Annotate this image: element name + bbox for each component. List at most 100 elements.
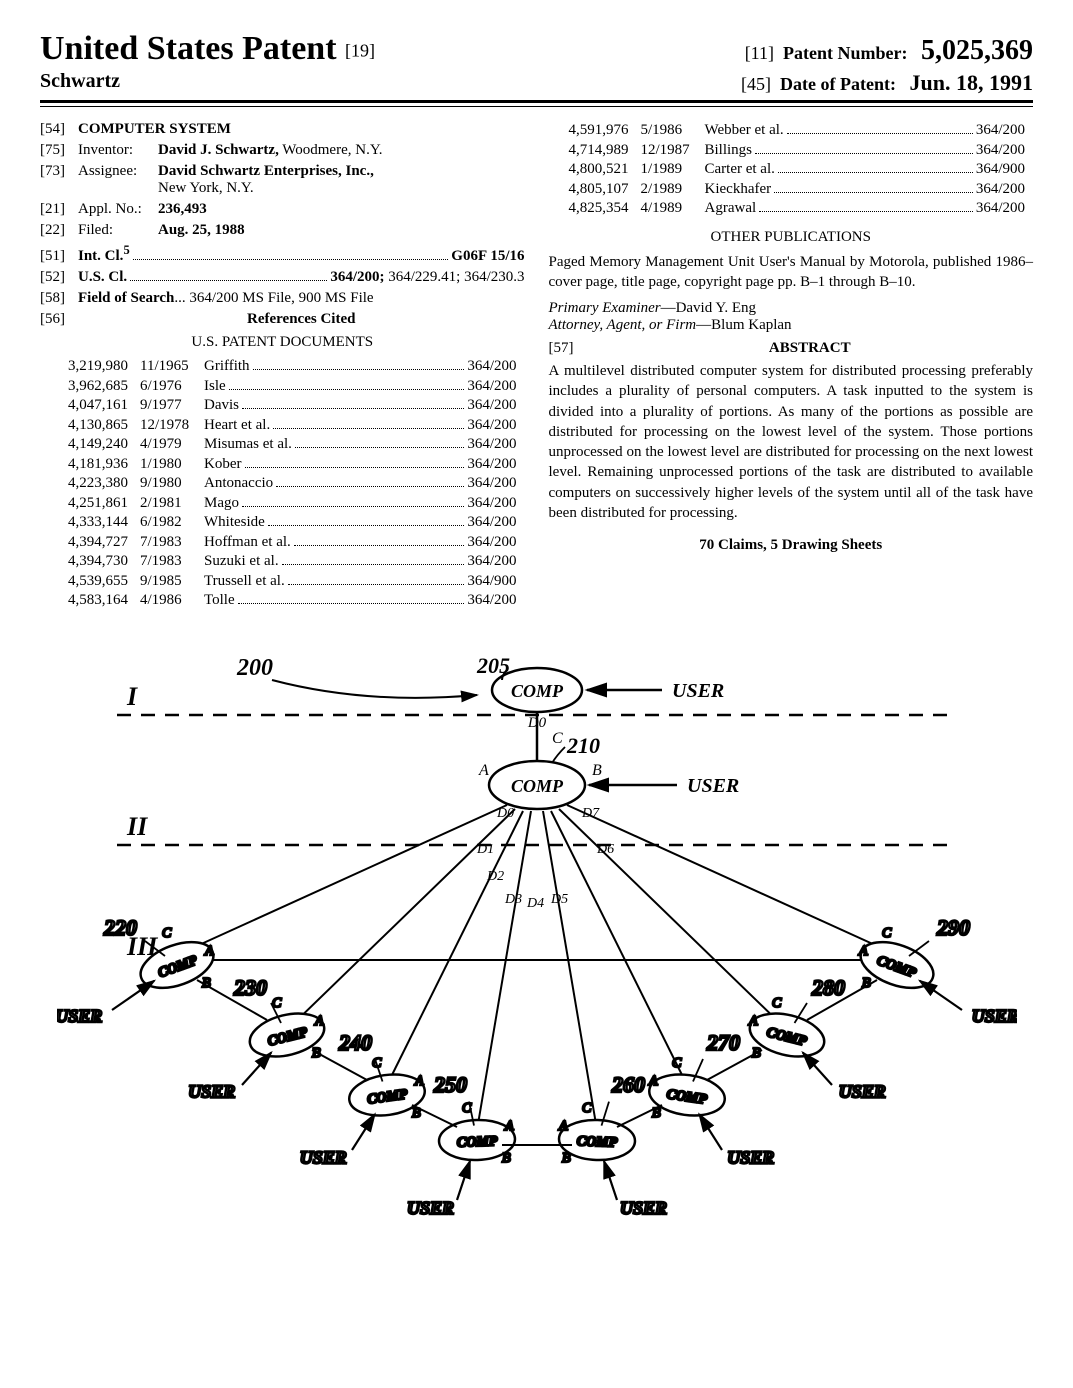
ref-name: Griffith	[204, 357, 250, 377]
filed-date: Aug. 25, 1988	[158, 222, 245, 239]
ref-num: 3,962,685	[68, 377, 140, 397]
left-column: [54] COMPUTER SYSTEM [75] Inventor: Davi…	[40, 121, 525, 611]
filed-row: [22] Filed: Aug. 25, 1988	[40, 222, 525, 239]
patent-header-right: [11] Patent Number: 5,025,369	[745, 35, 1033, 67]
svg-text:A: A	[504, 1119, 514, 1134]
refs-label: References Cited	[78, 311, 525, 328]
ref-date: 5/1986	[641, 121, 705, 141]
ref-num: 4,333,144	[68, 513, 140, 533]
ref-date: 7/1983	[140, 533, 204, 553]
inventor-label: Inventor:	[78, 142, 158, 159]
ref-class: 364/200	[467, 474, 516, 494]
ref-class: 364/200	[976, 180, 1025, 200]
ref-name: Kieckhafer	[705, 180, 772, 200]
svg-text:C: C	[162, 926, 172, 941]
assignee-val: David Schwartz Enterprises, Inc., New Yo…	[158, 163, 525, 197]
ref-num: 4,130,865	[68, 416, 140, 436]
refs-code: [56]	[40, 311, 78, 328]
abstract-text: A multilevel distributed computer system…	[549, 361, 1034, 523]
ref-row: 4,394,7277/1983Hoffman et al.364/200	[68, 533, 517, 553]
ref-date: 4/1986	[140, 591, 204, 611]
ref-name: Antonaccio	[204, 474, 273, 494]
figure-svg: I II III 200 COMP 205 USER D0 C 210 COMP…	[57, 635, 1017, 1255]
filed-label: Filed:	[78, 222, 158, 239]
svg-text:C: C	[772, 996, 782, 1011]
ref-class: 364/200	[467, 377, 516, 397]
fos-label: Field of Search	[78, 290, 174, 307]
uscl-row: [52] U.S. Cl. 364/200; 364/229.41; 364/2…	[40, 269, 525, 286]
inventor-val: David J. Schwartz, Woodmere, N.Y.	[158, 142, 525, 159]
dots	[253, 369, 465, 370]
ref-210: 210	[566, 733, 600, 758]
abstract-code: [57]	[549, 340, 587, 357]
ref-name: Webber et al.	[705, 121, 784, 141]
svg-text:COMP: COMP	[576, 1134, 617, 1150]
dots	[130, 280, 327, 281]
ref-class: 364/900	[467, 572, 516, 592]
ref-name: Suzuki et al.	[204, 552, 279, 572]
ref-200: 200	[236, 655, 273, 681]
ref-date: 1/1989	[641, 160, 705, 180]
header-left-code: [19]	[345, 41, 375, 61]
examiner: —David Y. Eng	[661, 300, 756, 316]
dots	[268, 525, 465, 526]
uscl-code: [52]	[40, 269, 78, 286]
claims-line: 70 Claims, 5 Drawing Sheets	[549, 537, 1034, 554]
ref-class: 364/900	[976, 160, 1025, 180]
ref-name: Billings	[705, 141, 753, 161]
ref-num: 4,800,521	[569, 160, 641, 180]
ref-row: 4,583,1644/1986Tolle364/200	[68, 591, 517, 611]
level-2-label: II	[126, 812, 148, 841]
inventor-row: [75] Inventor: David J. Schwartz, Woodme…	[40, 142, 525, 159]
svg-text:B: B	[562, 1151, 571, 1166]
inventor-code: [75]	[40, 142, 78, 159]
svg-text:B: B	[502, 1151, 511, 1166]
ref-class: 364/200	[467, 494, 516, 514]
attorney-label: Attorney, Agent, or Firm	[549, 317, 697, 333]
patent-figure: I II III 200 COMP 205 USER D0 C 210 COMP…	[40, 635, 1033, 1260]
ref-num: 4,591,976	[569, 121, 641, 141]
svg-text:230: 230	[233, 975, 267, 1000]
svg-text:A: A	[314, 1014, 324, 1029]
level-1-label: I	[126, 682, 138, 711]
ref-row: 4,047,1619/1977Davis364/200	[68, 396, 517, 416]
svg-text:COMP: COMP	[510, 776, 563, 796]
intcl-val: G06F 15/16	[451, 248, 524, 265]
ref-num: 4,825,354	[569, 199, 641, 219]
dots	[276, 486, 464, 487]
ref-row: 4,181,9361/1980Kober364/200	[68, 455, 517, 475]
ref-num: 4,805,107	[569, 180, 641, 200]
ref-num: 4,714,989	[569, 141, 641, 161]
dots	[229, 389, 465, 390]
us-docs-label: U.S. PATENT DOCUMENTS	[40, 334, 525, 351]
svg-text:A: A	[204, 944, 214, 959]
svg-text:D5: D5	[550, 892, 568, 907]
refs-table-right: 4,591,9765/1986Webber et al.364/2004,714…	[569, 121, 1026, 219]
ref-name: Isle	[204, 377, 226, 397]
svg-text:USER: USER	[406, 1198, 453, 1218]
country-title: United States Patent	[40, 30, 337, 67]
ref-date: 1/1980	[140, 455, 204, 475]
svg-text:290: 290	[936, 915, 970, 940]
ref-row: 4,714,98912/1987Billings364/200	[569, 141, 1026, 161]
ref-name: Trussell et al.	[204, 572, 285, 592]
ref-class: 364/200	[467, 455, 516, 475]
fos-code: [58]	[40, 290, 78, 307]
header-row: United States Patent [19] [11] Patent Nu…	[40, 30, 1033, 68]
dots	[133, 259, 449, 260]
dots	[787, 133, 973, 134]
svg-text:C: C	[552, 730, 563, 747]
dots	[242, 408, 464, 409]
svg-text:USER: USER	[687, 775, 739, 797]
dots	[288, 584, 465, 585]
dots	[295, 447, 464, 448]
dots	[778, 172, 973, 173]
dots	[294, 545, 465, 546]
ref-date: 2/1989	[641, 180, 705, 200]
ref-row: 3,219,98011/1965Griffith364/200	[68, 357, 517, 377]
dots	[282, 564, 465, 565]
svg-text:COMP: COMP	[456, 1134, 497, 1150]
svg-text:COMP: COMP	[510, 681, 563, 701]
ref-row: 4,591,9765/1986Webber et al.364/200	[569, 121, 1026, 141]
svg-text:D3: D3	[504, 892, 522, 907]
